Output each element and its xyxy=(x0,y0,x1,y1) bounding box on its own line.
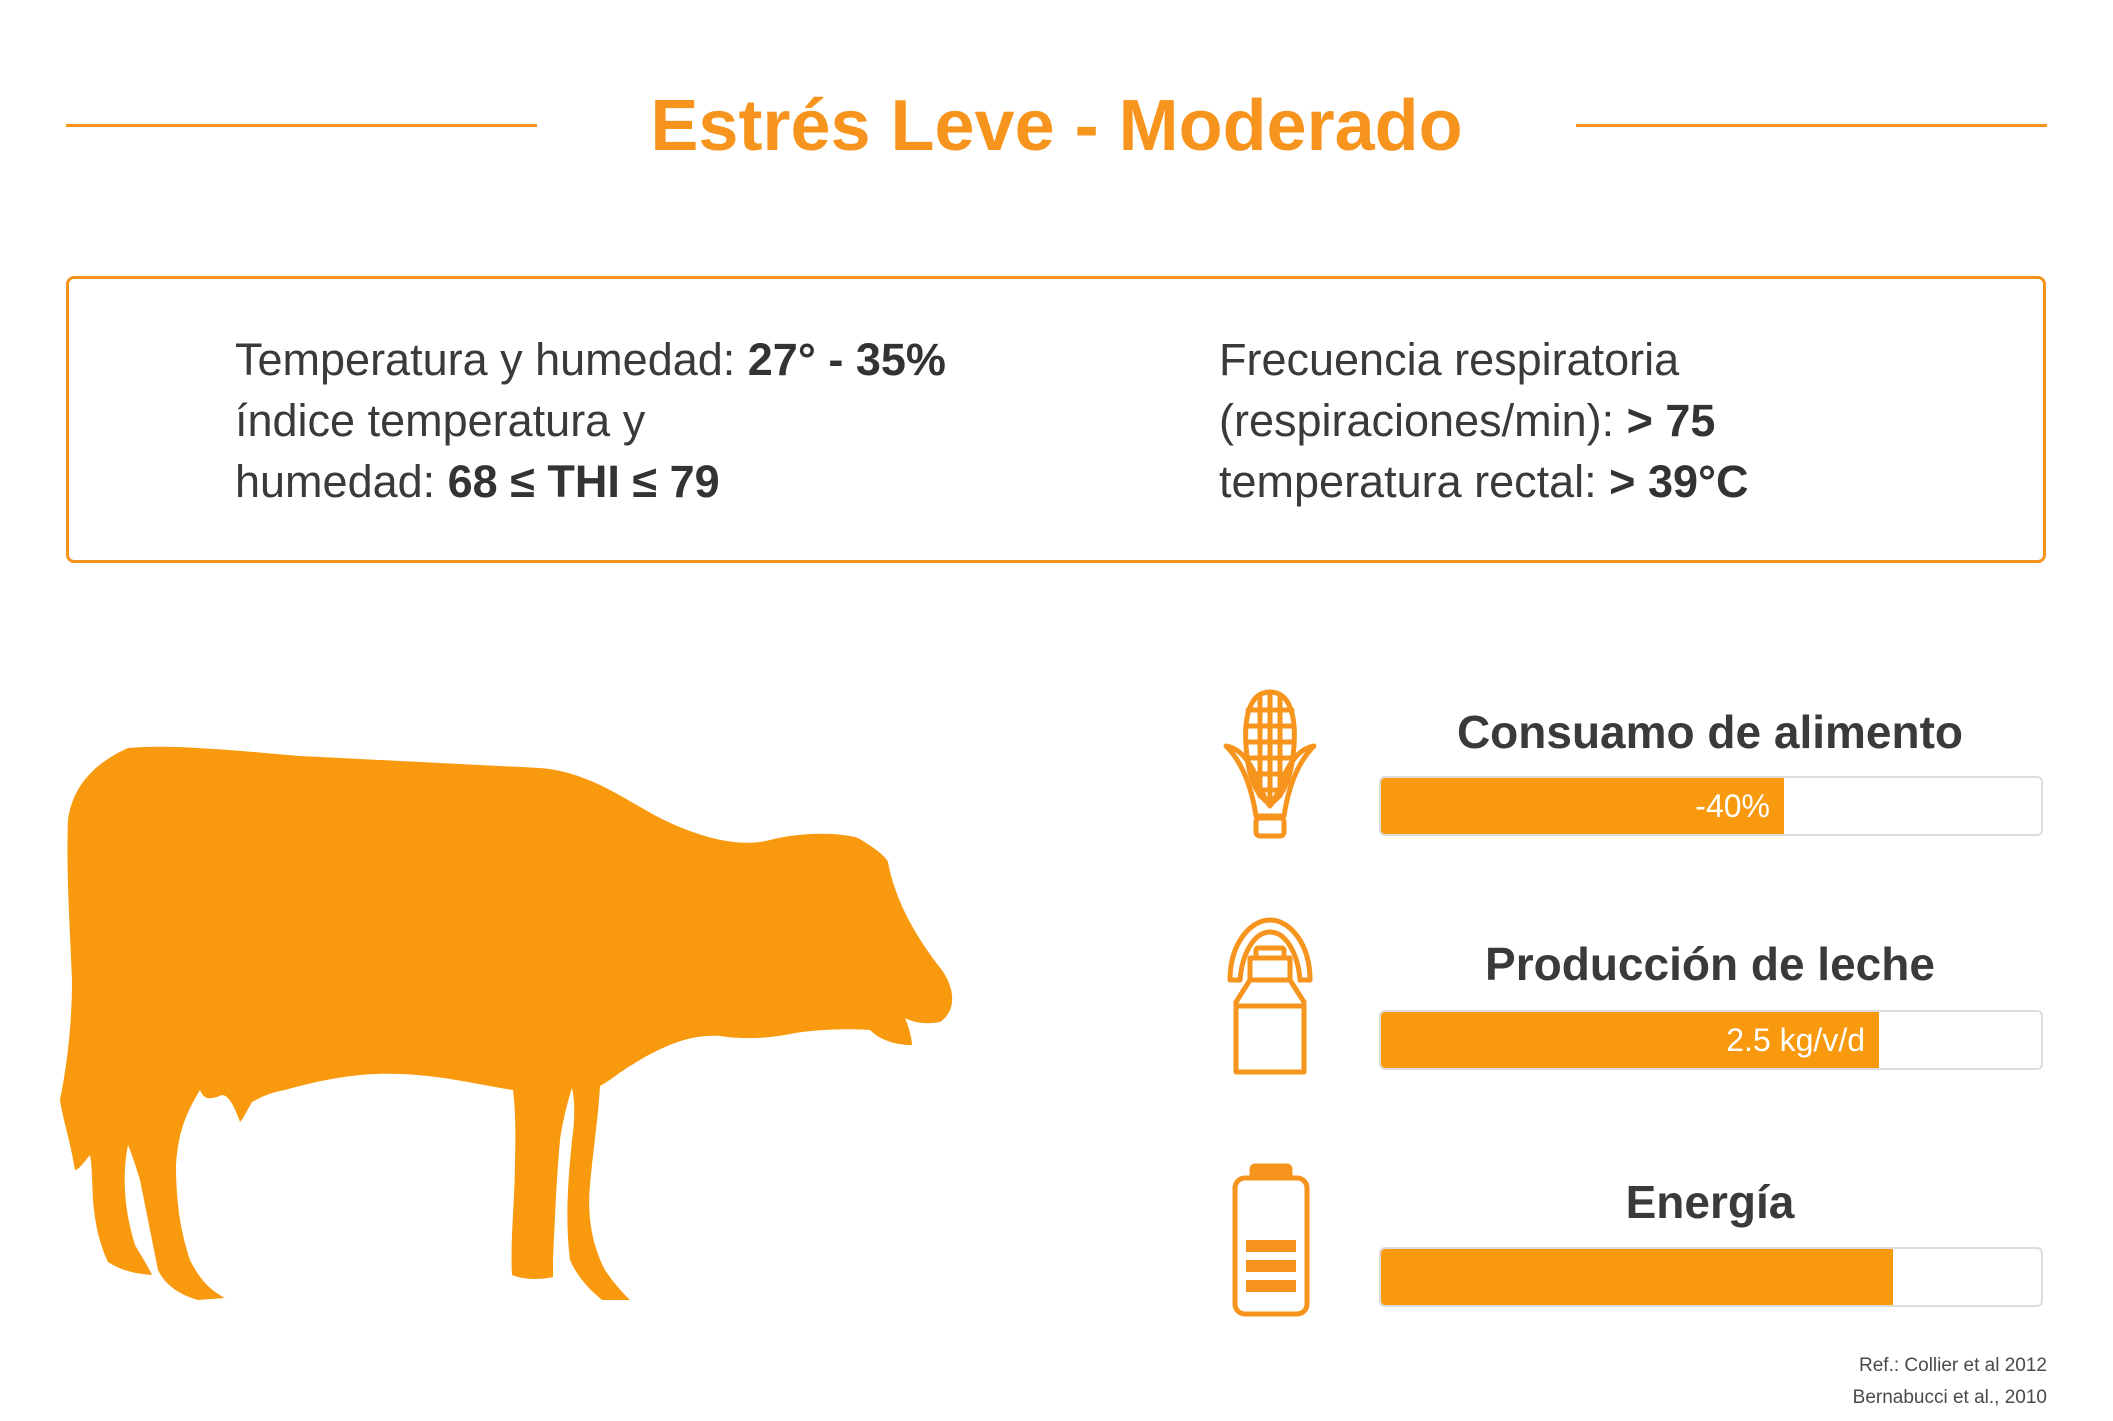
energy-label: Energía xyxy=(1625,1176,1795,1228)
milk-production-bar: 2.5 kg/v/d xyxy=(1379,1010,2043,1070)
milk-production-label: Producción de leche xyxy=(1485,938,1935,990)
reference-line-1: Ref.: Collier et al 2012 xyxy=(1859,1355,2047,1376)
temp-humidity-value: 27° - 35% xyxy=(747,334,946,385)
cow-silhouette-icon xyxy=(60,746,953,1300)
milk-production-value: 2.5 kg/v/d xyxy=(1726,1022,1865,1058)
thi-label-2: humedad: xyxy=(235,456,448,507)
thi-label-1: índice temperatura y xyxy=(235,395,646,446)
energy-bar xyxy=(1379,1247,2043,1307)
temp-humidity-line: Temperatura y humedad: 27° - 35% xyxy=(235,329,946,390)
reference: Ref.: Collier et al 2012 Bernabucci et a… xyxy=(1853,1350,2047,1414)
feed-intake-bar-fill xyxy=(1381,778,1784,834)
temp-humidity-label: Temperatura y humedad: xyxy=(235,334,748,385)
rectal-temp-label: temperatura rectal: xyxy=(1219,456,1610,507)
thi-value: 68 ≤ THI ≤ 79 xyxy=(447,456,720,507)
thi-line-1: índice temperatura y xyxy=(235,390,946,451)
rectal-temp-value: > 39°C xyxy=(1609,456,1749,507)
rectal-temp-line: temperatura rectal: > 39°C xyxy=(1219,451,1749,512)
milk-can-icon xyxy=(1227,917,1313,1075)
info-left: Temperatura y humedad: 27° - 35% índice … xyxy=(235,329,946,512)
resp-label-2: (respiraciones/min): xyxy=(1219,395,1627,446)
title-rule-right xyxy=(1576,124,2047,127)
info-right: Frecuencia respiratoria (respiraciones/m… xyxy=(1219,329,1749,512)
corn-icon xyxy=(1223,689,1317,839)
title-rule-left xyxy=(66,124,537,127)
feed-intake-bar: -40% xyxy=(1379,776,2043,836)
milk-production-bar-fill xyxy=(1381,1012,1879,1068)
feed-intake-label: Consuamo de alimento xyxy=(1456,706,1964,758)
info-box: Temperatura y humedad: 27° - 35% índice … xyxy=(66,276,2046,563)
battery-icon xyxy=(1232,1163,1310,1317)
resp-label-1: Frecuencia respiratoria xyxy=(1219,334,1680,385)
thi-line-2: humedad: 68 ≤ THI ≤ 79 xyxy=(235,451,946,512)
reference-line-2: Bernabucci et al., 2010 xyxy=(1852,1387,2047,1408)
resp-value: > 75 xyxy=(1626,395,1716,446)
resp-line-1: Frecuencia respiratoria xyxy=(1219,329,1749,390)
energy-bar-fill xyxy=(1381,1249,1893,1305)
resp-line-2: (respiraciones/min): > 75 xyxy=(1219,390,1749,451)
page-title: Estrés Leve - Moderado xyxy=(650,86,1463,166)
feed-intake-value: -40% xyxy=(1695,788,1770,824)
